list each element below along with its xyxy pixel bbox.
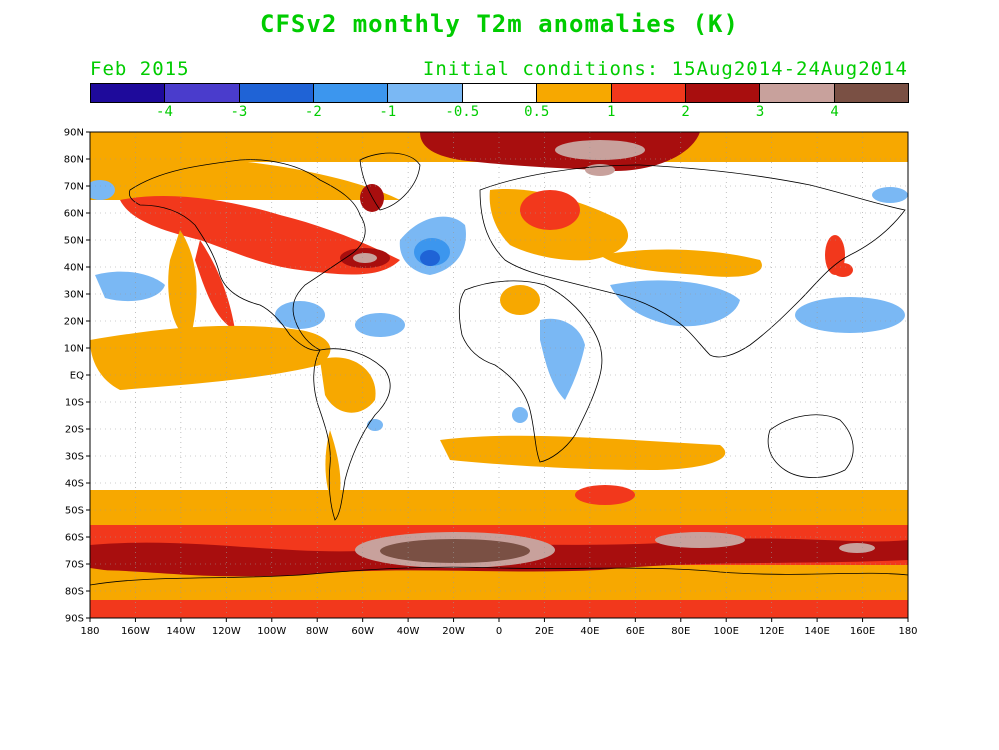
- lon-label: 0: [496, 626, 502, 637]
- lon-label: 140W: [166, 626, 195, 637]
- lat-label: 80N: [64, 155, 84, 166]
- lon-label: 100W: [257, 626, 286, 637]
- colorbar-swatch: [462, 84, 538, 102]
- lon-label: 140E: [804, 626, 829, 637]
- lat-label: 10N: [64, 344, 84, 355]
- lat-label: 30S: [65, 452, 84, 463]
- map-fields: [90, 132, 908, 618]
- lat-label: 40N: [64, 263, 84, 274]
- lon-label: 160W: [121, 626, 150, 637]
- lon-label: 180: [80, 626, 99, 637]
- lat-label: 10S: [65, 398, 84, 409]
- greenland-hotspot: [360, 184, 384, 212]
- colorbar-label: -4: [156, 104, 173, 120]
- colorbar-label: 1: [606, 104, 616, 120]
- lat-label: 20S: [65, 425, 84, 436]
- colorbar-label: -1: [379, 104, 397, 120]
- lat-label: 60S: [65, 533, 84, 544]
- initial-conditions: Initial conditions: 15Aug2014-24Aug2014: [422, 58, 908, 80]
- colorbar-label: 4: [830, 104, 839, 120]
- colorbar-swatch: [239, 84, 315, 102]
- lon-label: 120E: [759, 626, 784, 637]
- lon-label: 60E: [626, 626, 645, 637]
- lat-label: 20N: [64, 317, 84, 328]
- lat-label: 50S: [65, 506, 84, 517]
- lat-label: 90N: [64, 128, 84, 139]
- lat-label: 70N: [64, 182, 84, 193]
- lat-label: 60N: [64, 209, 84, 220]
- colorbar-swatch: [388, 84, 463, 102]
- colorbar-swatch: [537, 84, 612, 102]
- lon-label: 100E: [714, 626, 739, 637]
- lat-label: EQ: [70, 371, 84, 382]
- colorbar-swatch: [611, 84, 686, 102]
- colorbar-label: -3: [230, 104, 248, 120]
- lat-label: 30N: [64, 290, 84, 301]
- africa-outline: [458, 280, 603, 463]
- lon-label: 60W: [351, 626, 374, 637]
- lon-label: 80E: [671, 626, 690, 637]
- lon-label: 40W: [397, 626, 420, 637]
- lat-label: 70S: [65, 560, 84, 571]
- colorbar: [90, 83, 909, 103]
- north-america-outline: [128, 159, 366, 351]
- latitude-labels: 90N 80N 70N 60N 50N 40N 30N 20N 10N EQ 10S 20S 30S 40…: [64, 128, 84, 625]
- colorbar-label: -0.5: [445, 104, 480, 120]
- colorbar-label: -2: [304, 104, 322, 120]
- colorbar-swatch: [760, 84, 835, 102]
- south-america-outline: [313, 348, 391, 521]
- lon-label: 120W: [212, 626, 241, 637]
- lon-label: 160E: [850, 626, 875, 637]
- colorbar-label: 2: [681, 104, 690, 120]
- colorbar-swatch: [314, 84, 389, 102]
- colorbar-label: 0.5: [524, 104, 550, 120]
- colorbar-swatch: [91, 84, 166, 102]
- longitude-labels: 180 160W 140W 120W 100W 80W 60W 40W 20W 0 20E 40E 60…: [80, 626, 917, 637]
- graticule: [90, 132, 908, 618]
- greenland-outline: [359, 152, 421, 211]
- lat-label: 50N: [64, 236, 84, 247]
- lat-label: 90S: [65, 614, 84, 625]
- australia-outline: [767, 414, 854, 478]
- lat-label: 40S: [65, 479, 84, 490]
- colorbar-swatch: [165, 84, 240, 102]
- axis-ticks: [86, 131, 909, 622]
- lon-label: 20E: [535, 626, 554, 637]
- lat-label: 80S: [65, 587, 84, 598]
- coastlines: [90, 152, 908, 586]
- lon-label: 20W: [442, 626, 465, 637]
- colorbar-labels: -4 -3 -2 -1 -0.5 0.5 1 2 3 4: [90, 104, 909, 122]
- eurasia-outline: [479, 164, 906, 358]
- lon-label: 80W: [306, 626, 329, 637]
- colorbar-swatch: [685, 84, 761, 102]
- colorbar-label: 3: [755, 104, 765, 120]
- lon-label: 40E: [580, 626, 599, 637]
- antarctica-outline: [90, 566, 908, 586]
- lon-label: 180: [898, 626, 917, 637]
- forecast-month: Feb 2015: [90, 58, 190, 80]
- colorbar-swatch: [834, 84, 908, 102]
- chart-title: CFSv2 monthly T2m anomalies (K): [260, 10, 739, 38]
